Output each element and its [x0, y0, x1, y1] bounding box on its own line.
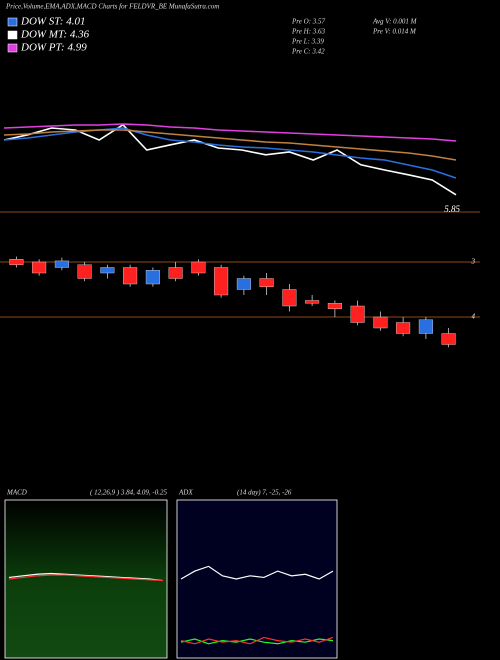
candle-body — [236, 278, 251, 290]
candle-body — [441, 333, 456, 345]
series-line — [8, 574, 164, 582]
candle-body — [168, 267, 183, 279]
series-line — [180, 636, 334, 645]
panel-title: MACD — [6, 489, 27, 497]
series-line — [180, 565, 334, 580]
panel-subtitle: (14 day) 7, -25, -26 — [237, 489, 292, 497]
series-line — [3, 129, 457, 161]
candle-body — [100, 267, 115, 274]
candle-body — [350, 305, 365, 323]
legend-swatch — [7, 43, 18, 53]
series-line — [3, 127, 457, 179]
legend-swatch — [7, 30, 18, 40]
y-tick-label: 5.85 — [444, 204, 460, 214]
candle-body — [77, 264, 92, 279]
legend-label: DOW MT: 4.36 — [20, 29, 90, 41]
stat-label: Pre O: 3.57 — [291, 18, 325, 26]
candle-body — [327, 303, 342, 309]
legend-label: DOW PT: 4.99 — [20, 42, 87, 54]
candle-body — [145, 270, 160, 285]
candle-body — [396, 322, 411, 334]
panel-subtitle: ( 12,26,9 ) 3.84, 4.09, -0.25 — [90, 489, 167, 497]
adx-panel — [176, 499, 338, 659]
series-line — [3, 123, 457, 142]
candle-body — [418, 319, 433, 334]
y-tick-label: 3 — [471, 258, 476, 266]
candle-body — [259, 278, 274, 287]
legend-label: DOW ST: 4.01 — [20, 16, 85, 28]
stat-label: Pre L: 3.39 — [291, 38, 324, 46]
stat-label: Pre C: 3.42 — [291, 48, 325, 56]
panel-title: ADX — [178, 489, 193, 497]
page-title: Price,Volume,EMA,ADX,MACD Charts for FEL… — [5, 3, 219, 11]
candle-body — [123, 267, 138, 285]
candle-body — [282, 289, 297, 307]
legend-swatch — [7, 17, 18, 27]
candle-body — [32, 261, 47, 274]
candle-body — [191, 261, 206, 274]
series-line — [8, 572, 164, 582]
candle-body — [214, 267, 229, 296]
stat-label: Avg V: 0.001 M — [372, 18, 418, 26]
y-tick-label: 4 — [472, 313, 476, 321]
candle-body — [373, 316, 388, 329]
candle-body — [9, 259, 24, 265]
stat-label: Pre H: 3.63 — [291, 28, 325, 36]
stat-label: Pre V: 0.014 M — [372, 28, 417, 36]
candle-body — [305, 300, 320, 304]
candle-body — [54, 260, 69, 268]
